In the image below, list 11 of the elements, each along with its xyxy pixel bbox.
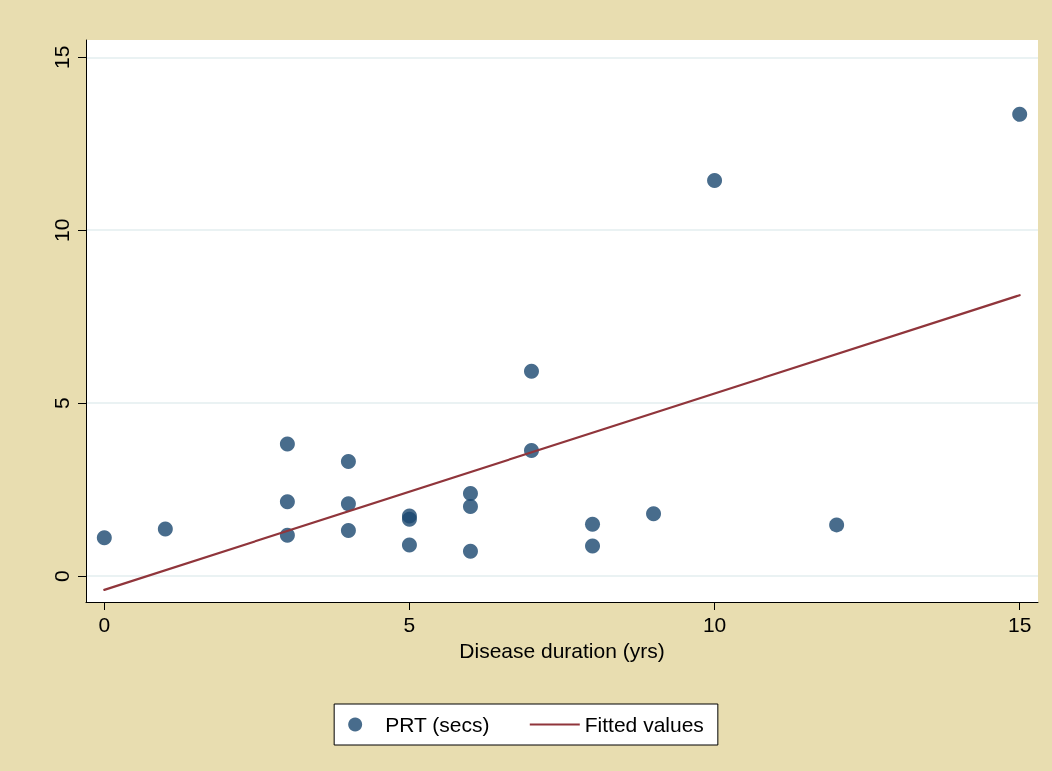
legend-label: Fitted values — [584, 713, 704, 736]
y-tick-label: 10 — [50, 218, 73, 242]
y-tick-label: 0 — [50, 570, 73, 582]
x-tick-label: 5 — [403, 613, 416, 636]
x-tick-label: 15 — [1008, 613, 1032, 636]
x-tick-label: 0 — [98, 613, 111, 636]
x-axis-title: Disease duration (yrs) — [459, 638, 665, 662]
y-tick-label: 5 — [50, 397, 73, 409]
x-tick-label: 10 — [702, 613, 727, 636]
y-tick-label: 15 — [50, 45, 73, 69]
legend-label: PRT (secs) — [385, 713, 490, 736]
